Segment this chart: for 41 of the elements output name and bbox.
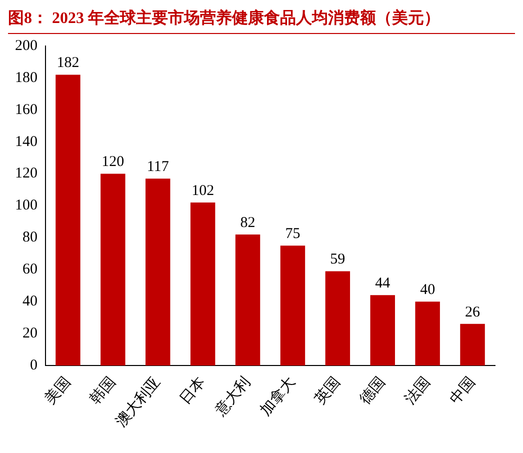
x-tick-label: 英国: [311, 373, 344, 408]
bar: [460, 324, 485, 366]
x-tick-label: 法国: [401, 373, 434, 408]
x-tick-label: 日本: [176, 373, 209, 408]
y-tick-label: 60: [22, 262, 38, 278]
x-tick-label: 德国: [357, 374, 389, 408]
x-tick-label: 加拿大: [256, 373, 299, 419]
y-tick-label: 180: [15, 70, 38, 86]
data-label: 44: [375, 276, 391, 292]
data-label: 120: [102, 154, 124, 170]
y-tick-label: 100: [15, 198, 38, 214]
bar: [100, 174, 126, 366]
y-tick-label: 80: [22, 230, 38, 246]
bar: [190, 202, 216, 366]
data-label: 40: [420, 282, 436, 298]
data-label: 59: [330, 252, 346, 268]
x-tick-label: 韩国: [86, 373, 120, 408]
bar: [56, 74, 80, 366]
bar: [415, 302, 440, 366]
data-label: 82: [240, 214, 256, 231]
y-tick-label: 140: [15, 134, 38, 150]
bar: [370, 295, 395, 366]
bar: [146, 178, 170, 366]
x-tick-label: 意大利: [211, 373, 254, 420]
y-tick-label: 20: [22, 325, 38, 342]
y-tick-label: 160: [15, 102, 38, 118]
bar: [280, 246, 306, 366]
chart-title: 图8： 2023 年全球主要市场营养健康食品人均消费额（美元）: [8, 8, 515, 34]
data-label: 182: [56, 55, 80, 72]
data-label: 102: [192, 182, 214, 199]
y-tick-label: 120: [15, 166, 38, 182]
data-label: 117: [146, 159, 170, 176]
y-tick-label: 0: [30, 357, 38, 374]
x-tick-label: 中国: [446, 373, 479, 408]
x-tick-label: 美国: [42, 373, 74, 408]
bar: [325, 271, 350, 366]
data-label: 75: [285, 226, 300, 242]
bar: [235, 234, 260, 366]
y-tick-label: 200: [15, 38, 38, 54]
data-label: 26: [465, 304, 481, 320]
y-tick-label: 40: [22, 294, 38, 310]
